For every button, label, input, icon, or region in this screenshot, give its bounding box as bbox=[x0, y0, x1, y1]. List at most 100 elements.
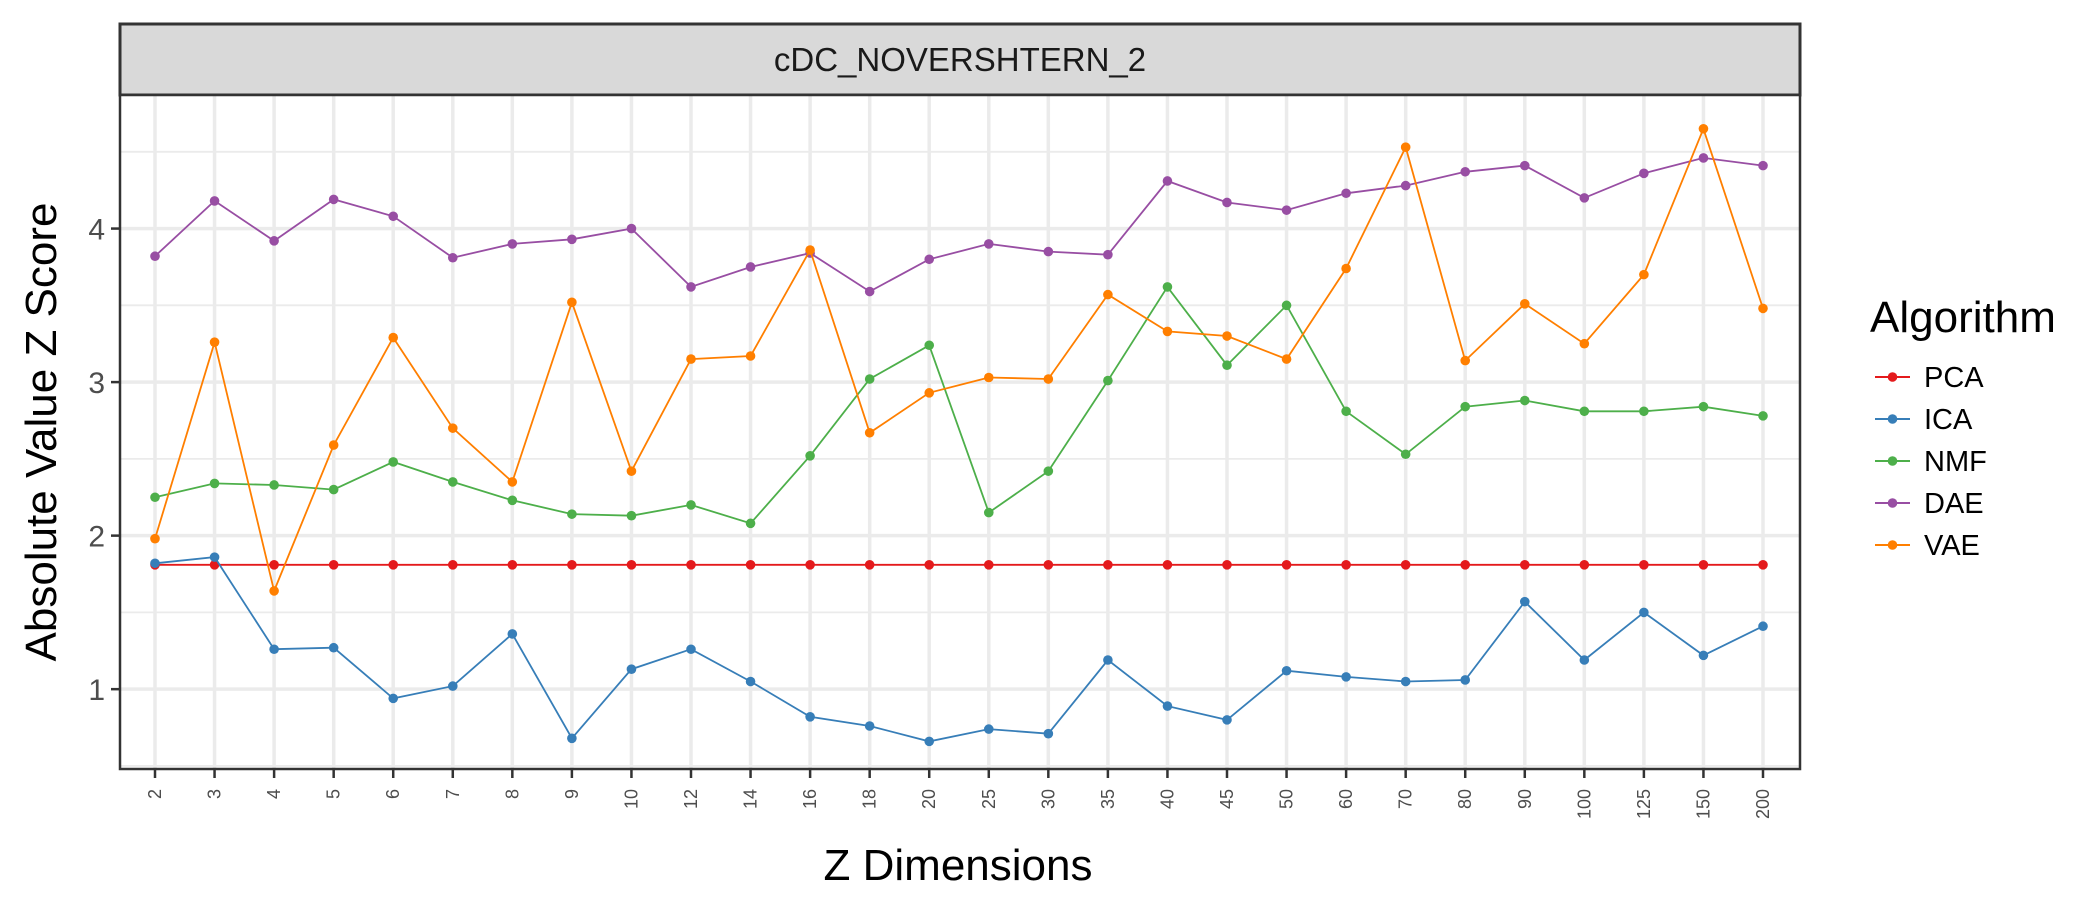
data-point-pca bbox=[686, 560, 696, 570]
data-point-dae bbox=[626, 223, 637, 234]
data-point-pca bbox=[567, 560, 577, 570]
series-line-vae bbox=[154, 126, 1764, 594]
data-point-nmf bbox=[1460, 401, 1471, 412]
x-axis: 2 3 4 5 6 7 8 9 10 12 14 16 18 20 25 30 35 40 45 50 60 70 80 90… bbox=[145, 769, 1773, 819]
data-point-dae bbox=[1460, 166, 1471, 177]
data-point-pca bbox=[1519, 560, 1530, 570]
data-point-nmf bbox=[1103, 375, 1113, 386]
x-tick-label: 5 bbox=[324, 789, 344, 799]
series-layer bbox=[150, 123, 1768, 747]
data-point-ica bbox=[1103, 655, 1113, 665]
data-point-nmf bbox=[924, 340, 935, 351]
data-point-nmf bbox=[745, 518, 756, 529]
data-point-vae bbox=[1579, 338, 1590, 349]
y-tick-label: 1 bbox=[88, 674, 105, 707]
data-point-ica bbox=[1341, 672, 1351, 682]
data-point-nmf bbox=[1758, 411, 1768, 421]
data-point-dae bbox=[1162, 176, 1173, 186]
data-point-ica bbox=[1698, 650, 1709, 661]
data-point-dae bbox=[1758, 160, 1768, 171]
data-point-pca bbox=[1103, 560, 1113, 570]
data-point-pca bbox=[745, 560, 756, 570]
data-point-pca bbox=[1281, 560, 1292, 570]
data-point-pca bbox=[805, 560, 815, 570]
data-point-vae bbox=[1639, 269, 1649, 280]
data-point-nmf bbox=[1162, 282, 1173, 292]
data-point-nmf bbox=[864, 374, 875, 384]
data-point-ica bbox=[924, 736, 935, 747]
data-point-pca bbox=[1460, 560, 1471, 570]
data-point-vae bbox=[1281, 354, 1292, 364]
data-point-vae bbox=[507, 477, 518, 487]
x-tick-label: 9 bbox=[562, 789, 582, 799]
data-point-nmf bbox=[209, 478, 220, 489]
data-point-nmf bbox=[686, 500, 696, 510]
data-point-nmf bbox=[507, 495, 518, 506]
data-point-vae bbox=[864, 427, 875, 438]
legend-label-dae: DAE bbox=[1924, 488, 1984, 520]
series-line-ica bbox=[154, 556, 1764, 743]
data-point-vae bbox=[1222, 331, 1232, 341]
data-point-pca bbox=[626, 560, 637, 570]
x-tick-label: 25 bbox=[979, 789, 999, 809]
y-axis: 1 2 3 4 bbox=[88, 214, 120, 707]
legend-title: Algorithm bbox=[1870, 293, 2056, 342]
data-point-pca bbox=[1758, 560, 1768, 570]
data-point-ica bbox=[864, 721, 875, 731]
x-tick-label: 14 bbox=[741, 789, 761, 809]
data-point-nmf bbox=[1579, 406, 1590, 417]
data-point-dae bbox=[328, 194, 339, 205]
data-point-pca bbox=[1698, 560, 1709, 570]
legend: Algorithm PCA ICA NMF DAE VAE bbox=[1870, 293, 2056, 562]
data-point-dae bbox=[983, 239, 994, 249]
data-point-dae bbox=[388, 211, 399, 222]
data-point-dae bbox=[745, 262, 756, 272]
data-point-nmf bbox=[1281, 300, 1292, 311]
x-tick-label: 125 bbox=[1634, 789, 1654, 819]
x-tick-label: 45 bbox=[1217, 789, 1237, 809]
data-point-vae bbox=[150, 533, 160, 544]
legend-label-ica: ICA bbox=[1924, 404, 1973, 436]
x-tick-label: 18 bbox=[860, 789, 880, 809]
x-tick-label: 100 bbox=[1574, 789, 1594, 819]
data-point-vae bbox=[447, 423, 458, 433]
data-point-dae bbox=[447, 252, 458, 263]
y-tick-label: 3 bbox=[88, 367, 105, 400]
data-point-ica bbox=[1222, 715, 1232, 725]
x-tick-label: 12 bbox=[681, 789, 701, 809]
series-line-nmf bbox=[154, 285, 1764, 525]
data-point-nmf bbox=[1341, 406, 1351, 417]
data-point-ica bbox=[626, 664, 637, 675]
x-tick-label: 2 bbox=[145, 789, 165, 799]
chart-title: cDC_NOVERSHTERN_2 bbox=[774, 41, 1146, 78]
data-point-dae bbox=[1043, 246, 1054, 257]
data-point-vae bbox=[745, 351, 756, 361]
data-point-nmf bbox=[805, 450, 815, 461]
data-point-ica bbox=[447, 681, 458, 691]
data-point-vae bbox=[1519, 299, 1530, 309]
data-point-nmf bbox=[567, 509, 577, 519]
legend-key-point-dae bbox=[1887, 498, 1898, 508]
x-tick-label: 200 bbox=[1753, 789, 1773, 819]
data-point-pca bbox=[1341, 560, 1351, 570]
x-tick-label: 80 bbox=[1455, 789, 1475, 809]
data-point-vae bbox=[1460, 355, 1471, 366]
series-line-dae bbox=[154, 156, 1764, 293]
data-point-dae bbox=[1698, 153, 1709, 163]
data-point-ica bbox=[150, 558, 160, 569]
x-tick-label: 6 bbox=[383, 789, 403, 799]
legend-key-point-nmf bbox=[1887, 456, 1898, 466]
data-point-nmf bbox=[1698, 401, 1709, 412]
data-point-pca bbox=[328, 560, 339, 570]
data-point-pca bbox=[388, 560, 399, 570]
data-point-dae bbox=[1341, 188, 1351, 199]
data-point-dae bbox=[507, 239, 518, 249]
x-tick-label: 10 bbox=[621, 789, 641, 809]
data-point-pca bbox=[447, 560, 458, 570]
data-point-dae bbox=[864, 286, 875, 297]
data-point-ica bbox=[1758, 621, 1768, 632]
data-point-dae bbox=[1400, 180, 1411, 191]
data-point-ica bbox=[983, 724, 994, 734]
data-point-dae bbox=[269, 236, 279, 246]
legend-key-point-ica bbox=[1887, 414, 1898, 424]
